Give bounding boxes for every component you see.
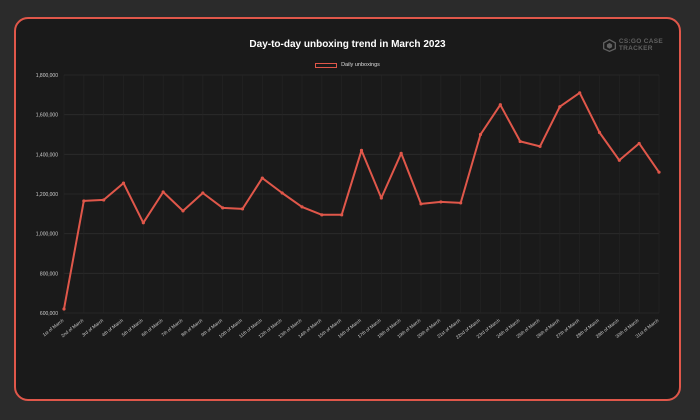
data-point [538,144,542,148]
data-point [340,213,344,217]
data-point [498,103,502,107]
data-point [359,148,364,152]
data-point [399,151,403,155]
y-tick-label: 1,000,000 [36,232,58,238]
data-point [280,191,284,195]
legend-label: Daily unboxings [341,62,380,68]
chart-legend[interactable]: Daily unboxings [16,62,679,68]
y-tick-label: 800,000 [40,271,58,277]
data-point [82,199,86,203]
data-point [379,196,383,200]
data-point [419,202,423,206]
data-point [260,176,264,180]
data-point [141,221,145,225]
data-point [578,91,582,95]
data-point [62,307,66,311]
y-tick-label: 1,800,000 [36,73,58,79]
data-point [478,132,483,137]
data-point [558,105,562,109]
data-point [201,191,205,195]
data-point [181,209,185,213]
data-point [320,213,324,217]
line-chart: 600,000 800,000 1,000,000 1,200,000 1,400,00… [36,73,661,340]
y-tick-label: 1,200,000 [36,192,58,198]
logo-text: CS:GO CASE TRACKER [619,38,663,52]
y-tick-label: 1,600,000 [36,113,58,119]
chart-card: Day-to-day unboxing trend in March 2023 … [14,17,681,401]
data-point [221,206,225,210]
y-axis-ticks: 600,000 800,000 1,000,000 1,200,000 1,400,00… [36,73,58,317]
chart-title: Day-to-day unboxing trend in March 2023 [249,39,446,50]
logo-cube-icon [602,38,616,52]
logo-line1: CS:GO CASE [618,38,663,45]
data-point [240,207,245,211]
y-tick-label: 600,000 [40,311,58,317]
data-point [637,141,641,146]
data-point [657,170,661,174]
data-point [300,205,304,209]
y-tick-label: 1,400,000 [36,152,58,158]
logo-line2: TRACKER [618,45,653,52]
data-point [518,139,522,144]
data-point [161,190,165,194]
data-point [121,181,126,185]
series-layer [62,91,661,311]
data-point [102,198,106,202]
grid [63,74,660,314]
data-point [597,130,602,135]
data-point [617,158,621,162]
data-point [439,200,443,204]
brand-logo: CS:GO CASE TRACKER [602,38,663,52]
legend-swatch [315,62,338,68]
data-point [459,201,463,205]
